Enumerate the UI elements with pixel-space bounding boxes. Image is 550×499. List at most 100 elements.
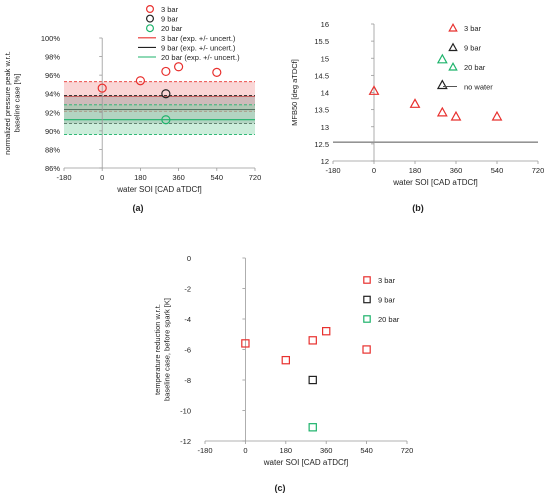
band-2 bbox=[64, 95, 255, 124]
legend-marker bbox=[363, 276, 371, 284]
x-tick-label: -180 bbox=[325, 166, 340, 175]
series-9-bar bbox=[161, 89, 171, 99]
x-axis-label: water SOI [CAD aTDCf] bbox=[392, 178, 477, 187]
y-tick-label: 12.5 bbox=[314, 140, 329, 149]
data-point bbox=[368, 85, 380, 95]
x-tick-label: -180 bbox=[56, 173, 71, 182]
legend-label: 9 bar bbox=[161, 15, 179, 24]
y-tick-label: -4 bbox=[184, 315, 191, 324]
data-point bbox=[281, 355, 291, 365]
x-axis-label: water SOI [CAD aTDCf] bbox=[116, 185, 201, 194]
series-9-bar bbox=[436, 79, 448, 90]
legend-label: 3 bar (exp. +/- uncert.) bbox=[161, 34, 236, 43]
x-tick-label: 180 bbox=[409, 166, 422, 175]
y-tick-label: 94% bbox=[45, 90, 60, 99]
legend-label: 20 bar (exp. +/- uncert.) bbox=[161, 53, 240, 62]
data-point bbox=[161, 115, 171, 125]
y-tick-label: -8 bbox=[184, 376, 191, 385]
x-tick-label: 180 bbox=[134, 173, 147, 182]
legend-marker bbox=[146, 14, 155, 23]
y-tick-label: 86% bbox=[45, 164, 60, 173]
y-tick-label: 14.5 bbox=[314, 71, 329, 80]
legend-label: 3 bar bbox=[161, 5, 179, 14]
x-tick-label: 0 bbox=[243, 446, 247, 455]
x-tick-label: 540 bbox=[211, 173, 224, 182]
panel-label: (b) bbox=[412, 203, 424, 213]
x-tick-label: 360 bbox=[450, 166, 463, 175]
y-tick-label: 96% bbox=[45, 71, 60, 80]
legend: 3 bar 9 bar 20 bar bbox=[363, 276, 400, 324]
legend-marker bbox=[448, 23, 458, 32]
legend-label: 3 bar bbox=[378, 276, 396, 285]
y-axis-label-line: normalized pressure peak w.r.t. bbox=[3, 51, 12, 155]
chart-mfb50: 12 12.5 13 13.5 14 14.5 15 15.5 16 -180 0 180 360 540… bbox=[290, 20, 544, 213]
y-tick-label: 12 bbox=[321, 157, 329, 166]
data-point bbox=[491, 110, 503, 121]
data-point bbox=[322, 327, 331, 336]
y-tick-label: 14 bbox=[321, 89, 329, 98]
series-3-bar bbox=[368, 85, 503, 121]
y-tick-label: 15 bbox=[321, 54, 329, 63]
x-tick-label: 360 bbox=[320, 446, 333, 455]
series-3-bar bbox=[241, 327, 371, 365]
chart-pressure-peak: 86% 88% 90% 92% 94% 96% 98% 100% -180 0 180 360 540 7… bbox=[3, 4, 262, 213]
data-point bbox=[436, 53, 448, 64]
data-point bbox=[161, 89, 171, 99]
series-20-bar bbox=[308, 423, 317, 432]
y-axis-label-line: MFB50 [deg aTDCf] bbox=[290, 59, 299, 126]
x-axis-label: water SOI [CAD aTDCf] bbox=[263, 458, 348, 467]
y-axis-label: MFB50 [deg aTDCf] bbox=[290, 59, 299, 126]
y-axis-label-line: temperature reduction w.r.t. bbox=[153, 304, 162, 395]
band-3 bbox=[64, 104, 255, 136]
y-tick-label: 98% bbox=[45, 53, 60, 62]
y-tick-label: 13.5 bbox=[314, 106, 329, 115]
y-tick-label: 15.5 bbox=[314, 37, 329, 46]
x-tick-label: -180 bbox=[197, 446, 212, 455]
panel-label: (c) bbox=[275, 483, 286, 493]
x-tick-label: 540 bbox=[360, 446, 373, 455]
legend-label: no water bbox=[464, 83, 493, 92]
y-tick-label: 88% bbox=[45, 145, 60, 154]
data-point bbox=[436, 106, 448, 117]
y-axis-label-line: baseline case [%] bbox=[13, 74, 22, 133]
x-tick-label: 540 bbox=[491, 166, 504, 175]
series-3-bar bbox=[97, 62, 222, 93]
legend-label: 20 bar bbox=[464, 63, 486, 72]
y-tick-label: 0 bbox=[187, 254, 191, 263]
legend-label: 9 bar bbox=[378, 296, 396, 305]
data-point bbox=[174, 62, 184, 72]
series-20-bar bbox=[161, 115, 171, 125]
legend-marker bbox=[448, 42, 458, 52]
y-axis-label: temperature reduction w.r.t.baseline cas… bbox=[153, 298, 172, 401]
y-tick-label: -6 bbox=[184, 346, 191, 355]
data-point bbox=[308, 423, 317, 432]
y-tick-label: 16 bbox=[321, 20, 329, 29]
x-tick-label: 360 bbox=[172, 173, 185, 182]
y-tick-label: -10 bbox=[180, 407, 191, 416]
y-tick-label: -12 bbox=[180, 437, 191, 446]
x-tick-label: 720 bbox=[401, 446, 414, 455]
x-tick-label: 180 bbox=[280, 446, 293, 455]
y-tick-label: 13 bbox=[321, 123, 329, 132]
band-1 bbox=[64, 81, 255, 112]
data-point bbox=[436, 79, 448, 90]
y-tick-label: 92% bbox=[45, 108, 60, 117]
x-tick-label: 0 bbox=[372, 166, 376, 175]
data-point bbox=[409, 98, 421, 108]
y-axis-label: normalized pressure peak w.r.t.baseline … bbox=[3, 51, 22, 155]
data-point bbox=[308, 375, 317, 385]
data-point bbox=[97, 83, 107, 93]
legend-label: 20 bar bbox=[161, 24, 183, 33]
x-tick-label: 0 bbox=[100, 173, 104, 182]
x-tick-label: 720 bbox=[249, 173, 262, 182]
legend: 3 bar 9 bar 20 bar no water bbox=[443, 23, 493, 92]
y-tick-label: 100% bbox=[41, 34, 61, 43]
legend-marker bbox=[363, 295, 371, 304]
panel-label: (a) bbox=[133, 203, 144, 213]
chart-temperature-reduction: -12 -10 -8 -6 -4 -2 0 -180 0 180 360 540 720 water SO… bbox=[153, 254, 413, 493]
series-9-bar bbox=[308, 375, 317, 385]
data-point bbox=[241, 339, 250, 348]
legend-marker bbox=[363, 315, 371, 323]
